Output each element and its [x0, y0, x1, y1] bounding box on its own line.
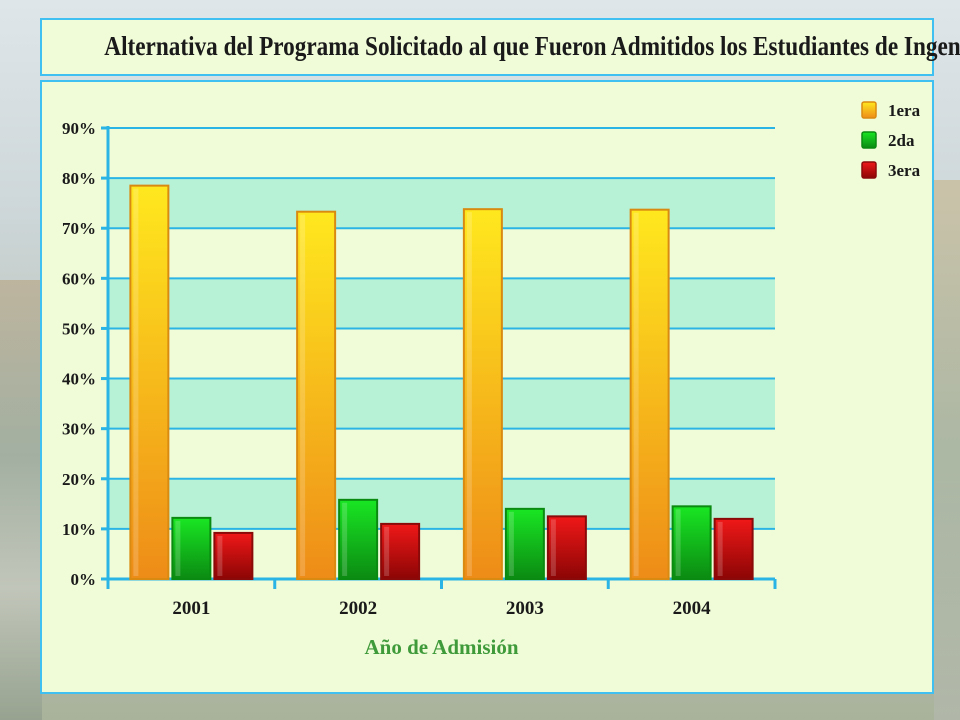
grid-band	[108, 378, 775, 429]
legend: 1era 2da 3era	[861, 101, 921, 180]
y-tick-label: 50%	[62, 319, 96, 338]
y-tick-label: 80%	[62, 169, 96, 188]
y-tick-label: 0%	[71, 570, 97, 589]
bar-3era-2001	[213, 531, 254, 580]
legend-swatch-1era	[861, 101, 877, 119]
bar-highlight	[384, 526, 390, 576]
bar-3era-2002	[380, 522, 421, 580]
legend-swatch-3era	[861, 161, 877, 179]
bar-highlight	[300, 214, 306, 577]
chart-title: Alternativa del Programa Solicitado al q…	[104, 31, 960, 61]
bar-highlight	[217, 535, 223, 576]
background-photo-right	[934, 180, 960, 720]
legend-label-2da: 2da	[888, 131, 915, 150]
bar-highlight	[633, 212, 639, 577]
x-tick-label: 2003	[506, 598, 544, 619]
y-tick-label: 40%	[62, 370, 96, 389]
grid-bands	[108, 178, 775, 529]
bar-chart: 0% 10% 20% 30% 40% 50% 60% 70% 80% 90% 2001 2002 200…	[62, 101, 921, 659]
x-tick-label: 2002	[339, 598, 377, 619]
y-tick-label: 20%	[62, 470, 96, 489]
y-tick-label: 60%	[62, 269, 96, 288]
bar-1era-2004	[629, 208, 670, 580]
y-tick-label: 30%	[62, 420, 96, 439]
legend-label-3era: 3era	[888, 161, 921, 180]
bars	[129, 184, 754, 581]
bar-highlight	[466, 212, 472, 576]
bar-3era-2004	[713, 517, 754, 581]
bar-2da-2002	[338, 498, 379, 580]
bar-highlight	[508, 511, 514, 576]
bar-2da-2001	[171, 516, 212, 580]
bar-1era-2003	[462, 208, 503, 581]
bar-highlight	[342, 502, 348, 576]
chart-panel: 0% 10% 20% 30% 40% 50% 60% 70% 80% 90% 2001 2002 200…	[40, 80, 934, 694]
legend-swatch-2da	[861, 131, 877, 149]
bar-highlight	[550, 519, 556, 576]
x-tick-label: 2004	[673, 598, 712, 619]
grid-band	[108, 278, 775, 329]
bar-highlight	[717, 521, 723, 576]
grid-band	[108, 178, 775, 229]
y-tick-label: 90%	[62, 119, 96, 138]
y-tick-label: 10%	[62, 520, 96, 539]
background-photo-left	[0, 280, 42, 720]
x-axis-label: Año de Admisión	[364, 635, 518, 659]
bar-2da-2003	[504, 507, 545, 581]
bar-highlight	[133, 188, 139, 576]
bar-3era-2003	[546, 515, 587, 581]
tick-labels: 0% 10% 20% 30% 40% 50% 60% 70% 80% 90% 2001 2002 200…	[62, 119, 711, 619]
bar-1era-2001	[129, 184, 170, 580]
title-box: Alternativa del Programa Solicitado al q…	[40, 18, 960, 76]
x-tick-label: 2001	[172, 598, 210, 619]
y-tick-label: 70%	[62, 219, 96, 238]
bar-2da-2004	[671, 505, 712, 581]
bar-highlight	[175, 520, 181, 576]
bar-1era-2002	[296, 210, 337, 581]
legend-label-1era: 1era	[888, 101, 921, 120]
bar-highlight	[675, 509, 681, 576]
